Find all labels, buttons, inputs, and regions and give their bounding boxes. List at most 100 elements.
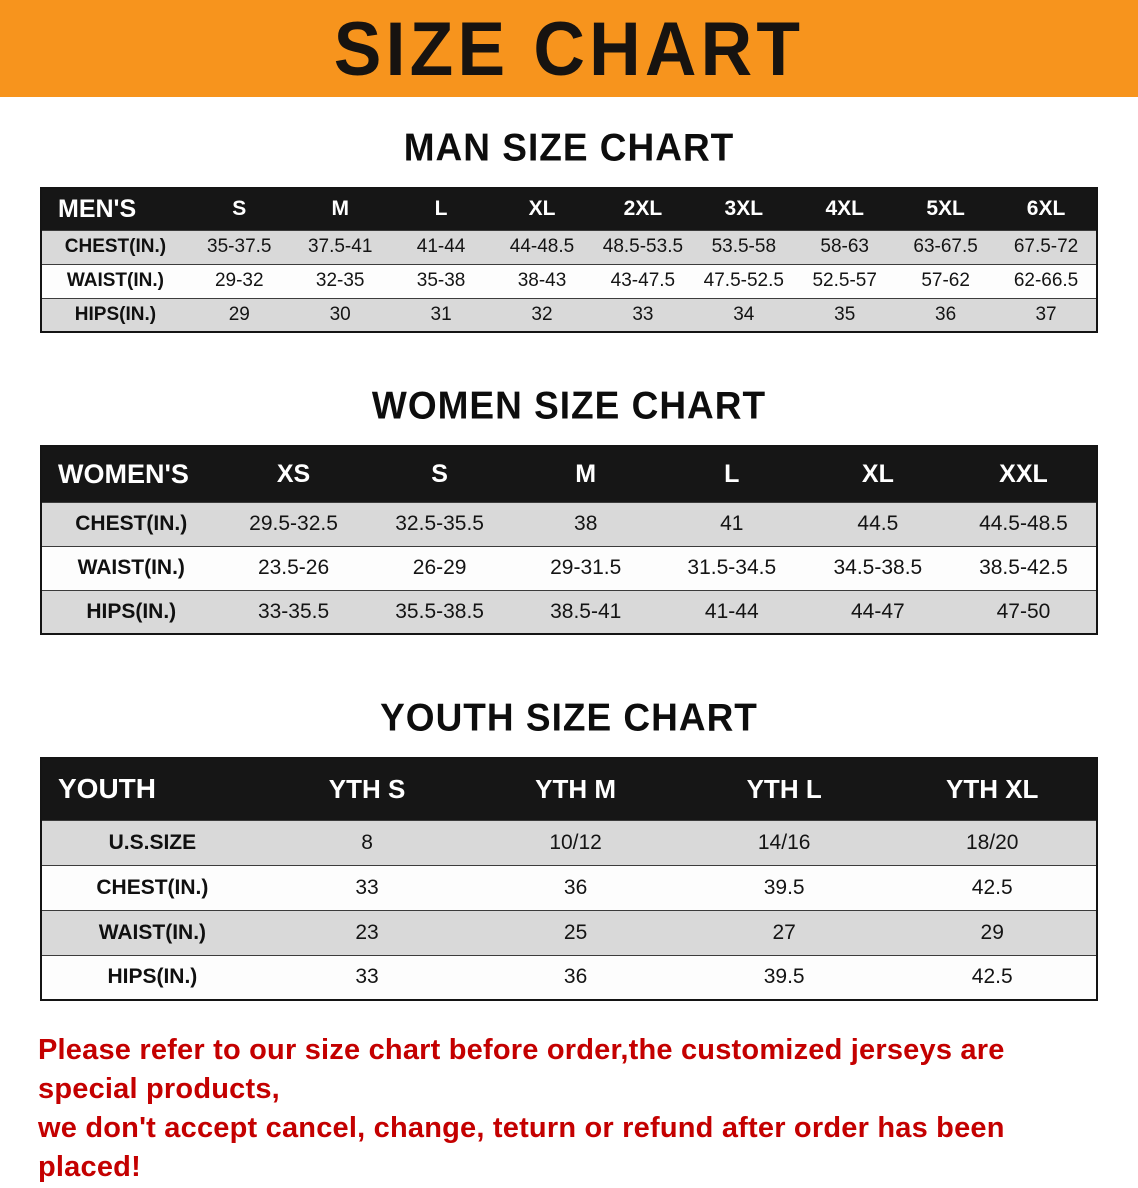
table-row: U.S.SIZE 8 10/12 14/16 18/20: [41, 820, 1097, 865]
row-label: WAIST(IN.): [98, 920, 207, 944]
size-value-cell: 42.5: [971, 965, 1013, 989]
table-header-row: WOMEN'S XS S M L XL XXL: [41, 446, 1097, 502]
size-value-cell: 23.5-26: [257, 556, 330, 579]
size-header-cell: S: [188, 188, 290, 230]
size-value-cell: 62-66.5: [1013, 270, 1079, 291]
size-value-cell: 41: [720, 512, 744, 535]
table-title-cell: YOUTH: [41, 758, 263, 820]
disclaimer-line-2: we don't accept cancel, change, teturn o…: [38, 1112, 1005, 1184]
men-size-section: MAN SIZE CHART MEN'S S M L XL 2XL 3XL 4XL 5XL 6XL…: [0, 125, 1138, 333]
size-value-cell: 34: [733, 303, 755, 325]
size-chart-content: MAN SIZE CHART MEN'S S M L XL 2XL 3XL 4XL 5XL 6XL…: [0, 125, 1138, 1188]
size-value-cell: 29-31.5: [550, 556, 622, 579]
size-value-cell: 31: [430, 303, 452, 325]
size-value-cell: 38: [574, 512, 598, 535]
size-value-cell: 58-63: [820, 236, 870, 257]
page-title: SIZE CHART: [333, 5, 805, 92]
youth-size-section: YOUTH SIZE CHART YOUTH YTH S YTH M YTH L YTH…: [0, 695, 1138, 1001]
size-value-cell: 18/20: [965, 830, 1019, 854]
size-value-cell: 36: [563, 875, 588, 899]
size-header-cell: XS: [220, 446, 367, 502]
size-header-cell: 3XL: [693, 188, 795, 230]
size-header-cell: YTH L: [679, 758, 889, 820]
size-value-cell: 10/12: [549, 830, 602, 854]
size-value-cell: 23: [355, 920, 379, 944]
size-value-cell: 8: [361, 830, 373, 854]
size-value-cell: 37.5-41: [307, 236, 373, 257]
size-value-cell: 29-32: [214, 270, 264, 291]
size-value-cell: 67.5-72: [1013, 236, 1079, 257]
row-label: WAIST(IN.): [66, 270, 164, 291]
size-header-cell: XXL: [950, 446, 1097, 502]
size-value-cell: 35: [834, 303, 856, 325]
disclaimer-line-1: Please refer to our size chart before or…: [38, 1034, 1005, 1106]
size-header-cell: M: [289, 188, 391, 230]
table-title-cell: MEN'S: [41, 188, 189, 230]
table-header-row: MEN'S S M L XL 2XL 3XL 4XL 5XL 6XL: [41, 188, 1097, 230]
size-value-cell: 29.5-32.5: [249, 512, 338, 535]
size-value-cell: 38.5-42.5: [979, 556, 1068, 579]
women-size-table: WOMEN'S XS S M L XL XXL CHEST(IN.) 29.5-32.5 32.5…: [40, 445, 1098, 635]
men-size-table: MEN'S S M L XL 2XL 3XL 4XL 5XL 6XL CHEST(IN.) 35-37…: [40, 187, 1098, 333]
table-row: HIPS(IN.) 33 36 39.5 42.5: [41, 955, 1097, 1000]
size-header-cell: YTH M: [471, 758, 680, 820]
size-value-cell: 33: [355, 875, 379, 899]
size-header-cell: 2XL: [592, 188, 694, 230]
size-header-cell: 6XL: [996, 188, 1097, 230]
size-header-cell: 4XL: [794, 188, 896, 230]
size-value-cell: 42.5: [971, 875, 1013, 899]
size-header-cell: YTH S: [262, 758, 472, 820]
table-row: HIPS(IN.) 33-35.5 35.5-38.5 38.5-41 41-44 44-…: [41, 590, 1097, 634]
size-value-cell: 26-29: [412, 556, 467, 579]
men-section-heading: MAN SIZE CHART: [403, 125, 735, 169]
size-value-cell: 47-50: [996, 599, 1051, 623]
size-value-cell: 30: [329, 303, 351, 325]
row-label: HIPS(IN.): [74, 303, 157, 325]
size-value-cell: 44-48.5: [509, 236, 575, 257]
youth-section-heading: YOUTH SIZE CHART: [380, 695, 758, 739]
size-value-cell: 33-35.5: [257, 599, 330, 623]
size-value-cell: 33: [355, 965, 379, 989]
size-chart-banner: SIZE CHART: [0, 0, 1138, 97]
row-label: CHEST(IN.): [75, 512, 188, 535]
size-header-cell: YTH XL: [888, 758, 1097, 820]
table-row: CHEST(IN.) 35-37.5 37.5-41 41-44 44-48.5 48.5…: [41, 230, 1097, 264]
row-label: CHEST(IN.): [64, 236, 167, 257]
table-row: WAIST(IN.) 23.5-26 26-29 29-31.5 31.5-34.5 34…: [41, 546, 1097, 590]
women-section-heading: WOMEN SIZE CHART: [371, 383, 767, 427]
row-label: U.S.SIZE: [108, 830, 197, 854]
size-value-cell: 44.5-48.5: [979, 512, 1068, 535]
size-value-cell: 31.5-34.5: [687, 556, 777, 579]
disclaimer-text: Please refer to our size chart before or…: [38, 1031, 1100, 1188]
size-value-cell: 29: [980, 920, 1004, 944]
size-value-cell: 32.5-35.5: [395, 512, 484, 535]
size-value-cell: 14/16: [757, 830, 811, 854]
row-label: CHEST(IN.): [96, 875, 209, 899]
size-value-cell: 29: [228, 303, 250, 325]
size-header-cell: M: [512, 446, 659, 502]
youth-size-table: YOUTH YTH S YTH M YTH L YTH XL U.S.SIZE 8 10/12…: [40, 757, 1098, 1001]
table-row: CHEST(IN.) 29.5-32.5 32.5-35.5 38 41 44.5 44.5…: [41, 502, 1097, 546]
size-value-cell: 36: [935, 303, 957, 325]
size-value-cell: 35-38: [416, 270, 466, 291]
women-size-section: WOMEN SIZE CHART WOMEN'S XS S M L XL XXL CHEST(…: [0, 383, 1138, 635]
row-label: HIPS(IN.): [107, 965, 198, 989]
table-row: WAIST(IN.) 23 25 27 29: [41, 910, 1097, 955]
size-value-cell: 41-44: [416, 236, 466, 257]
size-value-cell: 35.5-38.5: [395, 599, 484, 623]
size-value-cell: 39.5: [763, 965, 805, 989]
size-header-cell: XL: [804, 446, 951, 502]
size-value-cell: 38.5-41: [550, 599, 622, 623]
size-value-cell: 57-62: [921, 270, 970, 291]
table-title-cell: WOMEN'S: [41, 446, 221, 502]
size-header-cell: S: [366, 446, 513, 502]
size-value-cell: 44-47: [851, 599, 905, 623]
size-value-cell: 47.5-52.5: [703, 270, 784, 291]
size-value-cell: 38-43: [517, 270, 567, 291]
table-row: WAIST(IN.) 29-32 32-35 35-38 38-43 43-47.5 47.…: [41, 264, 1097, 298]
row-label: WAIST(IN.): [77, 556, 185, 579]
size-value-cell: 48.5-53.5: [602, 236, 684, 257]
size-value-cell: 33: [632, 303, 654, 325]
table-header-row: YOUTH YTH S YTH M YTH L YTH XL: [41, 758, 1097, 820]
